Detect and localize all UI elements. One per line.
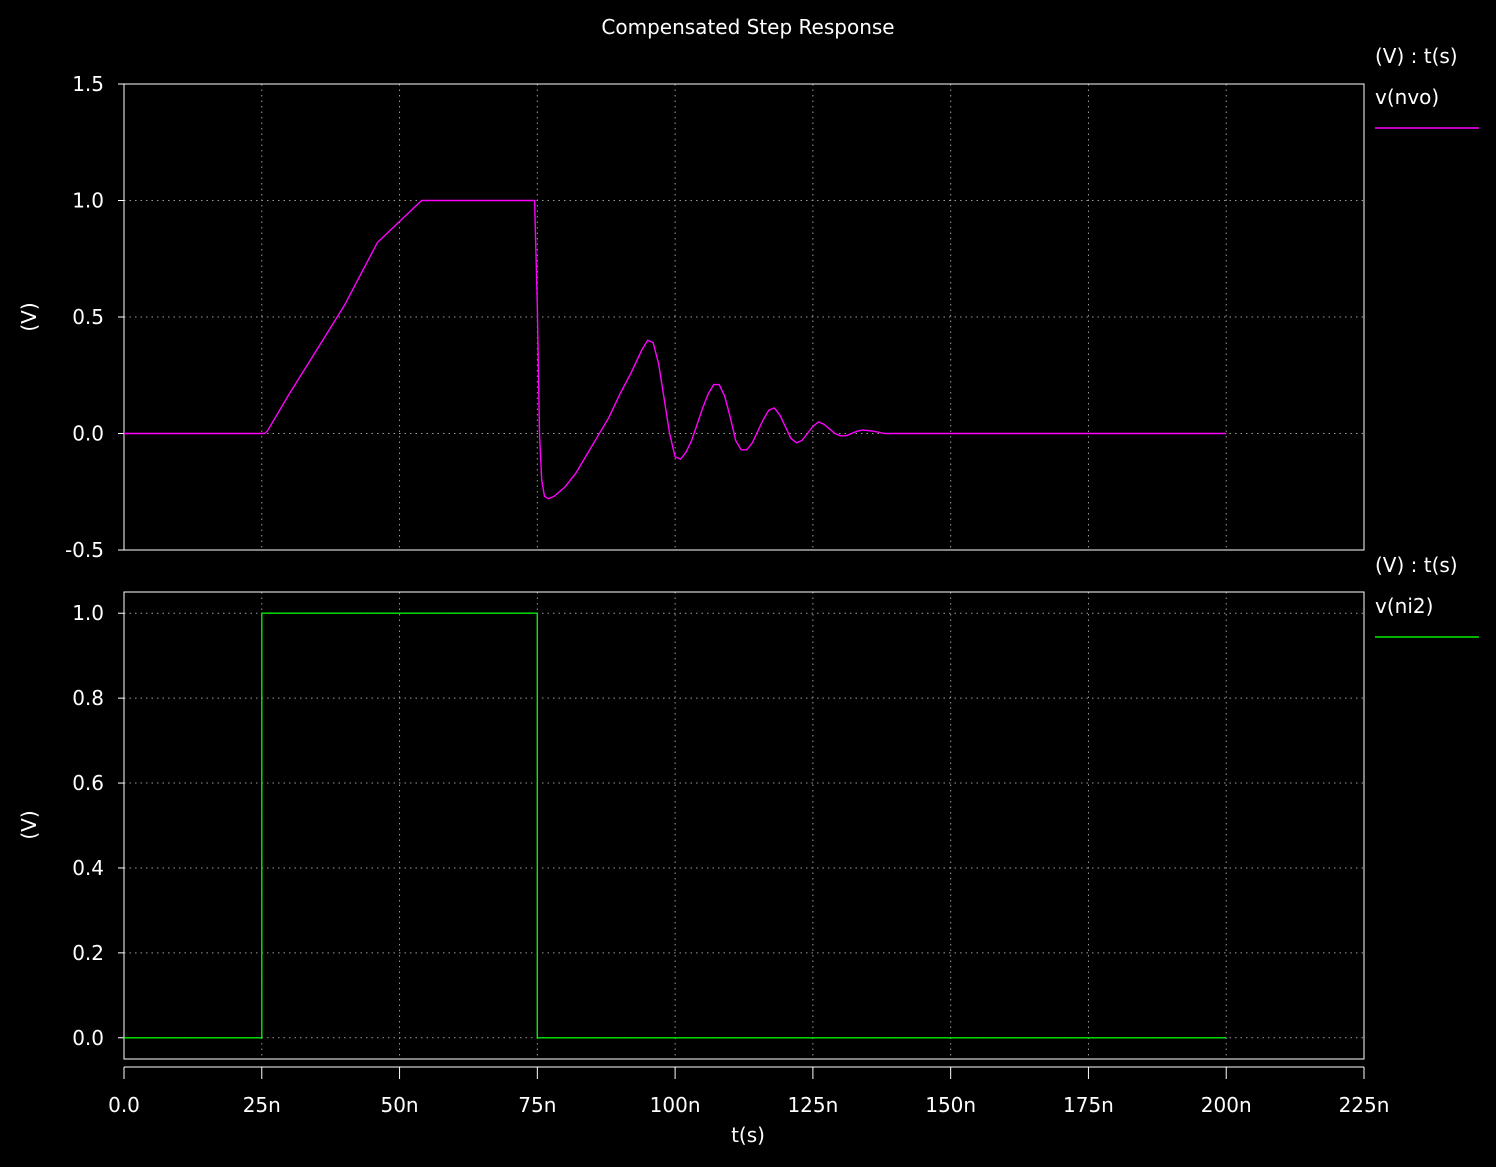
x-tick-label: 50n [380, 1093, 418, 1117]
top-y-tick-label: -0.5 [65, 538, 104, 562]
x-tick-label: 100n [650, 1093, 701, 1117]
x-tick-label: 225n [1339, 1093, 1390, 1117]
top-legend-label: v(nvo) [1375, 85, 1439, 109]
top-legend-header: (V) : t(s) [1375, 44, 1458, 68]
x-ticks: 0.0 25n 50n 75n 100n 125n 150n 175n 200n 225n [108, 1067, 1389, 1117]
top-series-line-0 [124, 199, 1227, 500]
x-tick-label: 150n [925, 1093, 976, 1117]
bottom-y-ticks: 1.0 0.8 0.6 0.4 0.2 0.0 [72, 601, 124, 1050]
x-tick-label: 200n [1201, 1093, 1252, 1117]
x-axis: 0.0 25n 50n 75n 100n 125n 150n 175n 200n 225n t(s… [108, 1066, 1389, 1147]
bottom-plot-frame [123, 591, 1365, 1060]
bottom-y-tick-label: 0.8 [72, 686, 104, 710]
bottom-y-tick-label: 0.4 [72, 856, 104, 880]
x-tick-label: 0.0 [108, 1093, 140, 1117]
top-panel: 1.5 1.0 0.5 0.0 -0.5 (V) (V) : t(s) v(nvo) [17, 44, 1479, 562]
bottom-legend-label: v(ni2) [1375, 594, 1433, 618]
x-tick-label: 75n [518, 1093, 556, 1117]
bottom-y-tick-label: 1.0 [72, 601, 104, 625]
bottom-y-tick-label: 0.0 [72, 1026, 104, 1050]
top-y-tick-label: 1.0 [72, 189, 104, 213]
top-y-tick-label: 1.5 [72, 72, 104, 96]
bottom-series-line-0 [124, 612, 1227, 1039]
x-tick-label: 125n [787, 1093, 838, 1117]
top-y-axis-label: (V) [17, 302, 41, 331]
top-grid [124, 84, 1364, 550]
bottom-y-tick-label: 0.6 [72, 771, 104, 795]
x-tick-label: 25n [243, 1093, 281, 1117]
bottom-legend-header: (V) : t(s) [1375, 553, 1458, 577]
top-y-tick-label: 0.5 [72, 305, 104, 329]
bottom-y-tick-label: 0.2 [72, 941, 104, 965]
top-y-ticks: 1.5 1.0 0.5 0.0 -0.5 [65, 72, 124, 562]
top-series [124, 199, 1227, 500]
top-y-tick-label: 0.0 [72, 422, 104, 446]
bottom-series [124, 612, 1227, 1039]
bottom-panel: 1.0 0.8 0.6 0.4 0.2 0.0 (V) (V) : t(s) v(ni2) [17, 553, 1479, 1060]
x-axis-label: t(s) [731, 1123, 765, 1147]
bottom-y-axis-label: (V) [17, 810, 41, 839]
x-tick-label: 175n [1063, 1093, 1114, 1117]
chart-title: Compensated Step Response [601, 15, 894, 39]
